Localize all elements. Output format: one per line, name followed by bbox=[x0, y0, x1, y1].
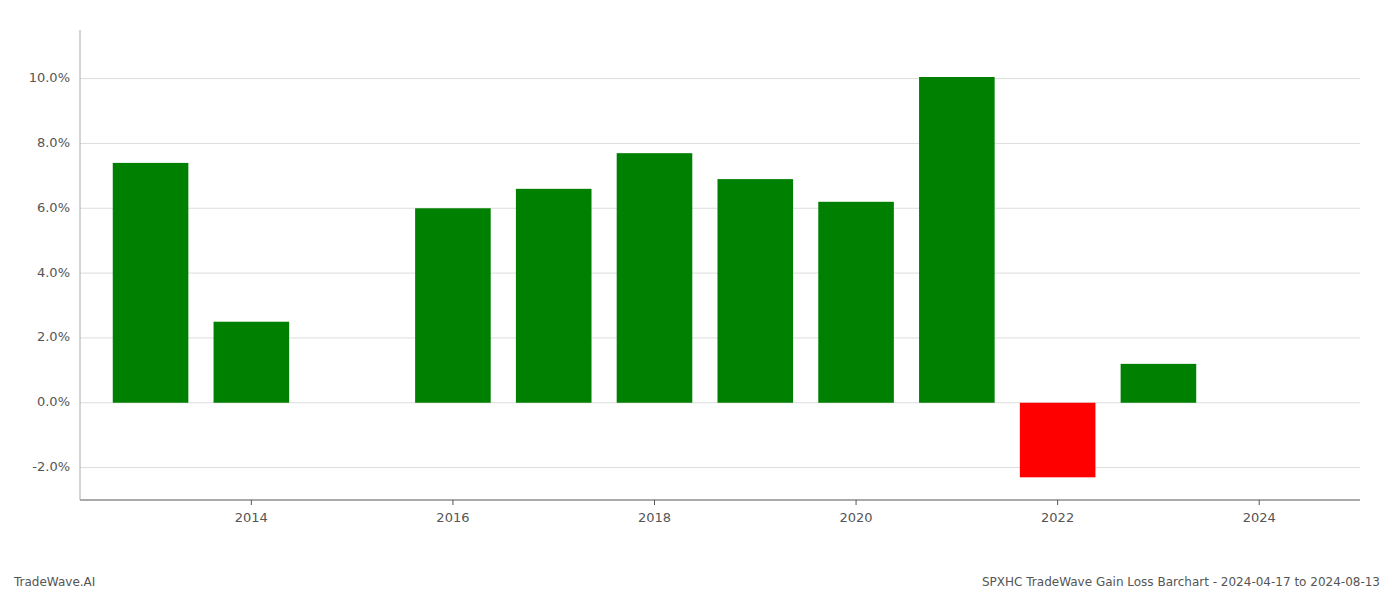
bar bbox=[617, 153, 693, 403]
bar bbox=[717, 179, 793, 403]
y-tick-label: 4.0% bbox=[37, 265, 70, 280]
x-tick-label: 2022 bbox=[1041, 510, 1074, 525]
x-tick bbox=[452, 500, 453, 505]
bar bbox=[1020, 403, 1096, 478]
x-tick-label: 2024 bbox=[1243, 510, 1276, 525]
x-tick-label: 2016 bbox=[436, 510, 469, 525]
bar bbox=[818, 202, 894, 403]
y-grid bbox=[80, 79, 1360, 468]
y-tick-label: 6.0% bbox=[37, 200, 70, 215]
y-tick-label: -2.0% bbox=[32, 459, 70, 474]
y-tick-label: 10.0% bbox=[29, 70, 70, 85]
x-tick bbox=[654, 500, 655, 505]
bar bbox=[415, 208, 491, 402]
y-tick-labels: -2.0% 0.0% 2.0% 4.0% 6.0% 8.0% 10.0% bbox=[29, 70, 70, 474]
x-tick bbox=[251, 500, 252, 505]
chart: -2.0%0.0%2.0%4.0%6.0%8.0%10.0%2014201620… bbox=[0, 0, 1400, 600]
x-tick-label: 2014 bbox=[235, 510, 268, 525]
bars bbox=[113, 77, 1196, 477]
y-axis-line bbox=[80, 30, 81, 500]
x-tick-label: 2020 bbox=[840, 510, 873, 525]
footnote: TradeWave.AI bbox=[13, 575, 95, 589]
y-tick-label: 8.0% bbox=[37, 135, 70, 150]
y-tick-label: 2.0% bbox=[37, 329, 70, 344]
bar bbox=[919, 77, 995, 403]
x-ticks: 2014 2016 2018 2020 2022 2024 bbox=[235, 500, 1276, 525]
bar bbox=[214, 322, 290, 403]
grid-line bbox=[80, 143, 1360, 144]
grid-line bbox=[80, 467, 1360, 468]
x-tick-label: 2018 bbox=[638, 510, 671, 525]
bar bbox=[516, 189, 592, 403]
x-tick bbox=[1259, 500, 1260, 505]
bar bbox=[1121, 364, 1197, 403]
x-axis-line bbox=[80, 499, 1360, 500]
bar bbox=[113, 163, 189, 403]
x-tick bbox=[1057, 500, 1058, 505]
title: SPXHC TradeWave Gain Loss Barchart - 202… bbox=[982, 575, 1380, 589]
y-tick-label: 0.0% bbox=[37, 394, 70, 409]
grid-line bbox=[80, 78, 1360, 79]
x-tick bbox=[856, 500, 857, 505]
